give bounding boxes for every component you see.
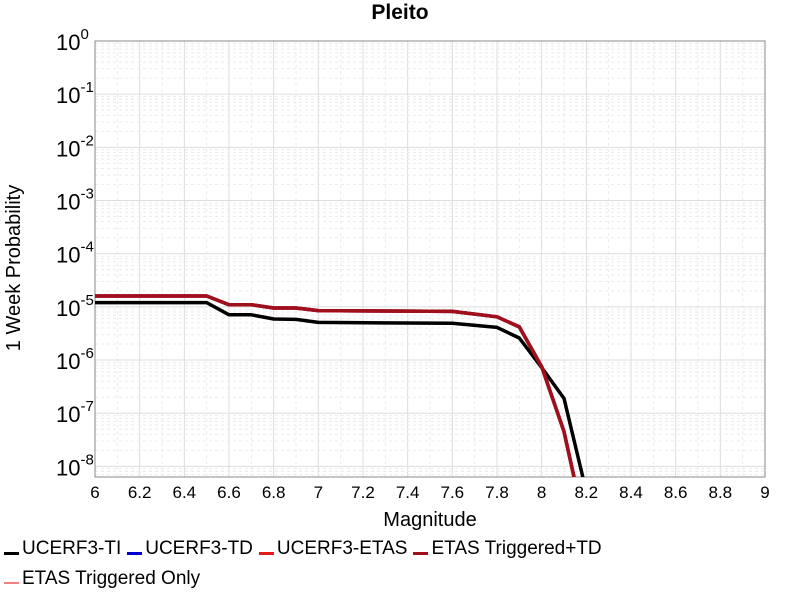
x-tick-label: 8.4 [619,483,643,502]
y-tick-label: 10-5 [56,292,94,321]
y-axis-label: 1 Week Probability [3,185,25,351]
x-tick-label: 7.6 [441,483,465,502]
legend-item-ucerf3-td: UCERF3-TD [127,538,253,560]
x-tick-label: 6.2 [128,483,152,502]
y-tick-label: 100 [56,26,89,55]
plot-area [94,40,766,478]
legend-label: ETAS Triggered+TD [431,538,602,559]
legend-label: UCERF3-TD [145,538,253,559]
x-axis-ticks: 6 6.2 6.4 6.6 6.8 7 7.2 7.4 7.6 7.8 8 8.2 8.4 8.6 8.8 9 [90,483,769,502]
legend-item-etas-triggered-td: ETAS Triggered+TD [413,538,602,560]
x-tick-label: 7 [314,483,323,502]
x-tick-label: 7.2 [351,483,375,502]
legend-label: UCERF3-TI [22,538,122,559]
legend-item-ucerf3-ti: UCERF3-TI [4,538,121,560]
y-tick-label: 10-1 [56,79,94,108]
legend-swatch [4,551,19,555]
series-line-ucerf3-ti [95,300,585,477]
legend-label: ETAS Triggered Only [22,568,201,589]
y-tick-label: 10-7 [56,398,94,427]
legend-row-2: ETAS Triggered Only [4,568,200,590]
chart-svg: Pleito 6 6.2 6.4 6.6 6.8 7 7.2 7.4 7.6 7.8 8 8.2 8.4… [3,1,770,531]
legend-swatch [413,551,429,555]
x-tick-label: 9 [760,483,769,502]
legend-swatch [127,551,143,555]
x-tick-label: 7.4 [396,483,420,502]
x-tick-label: 6.8 [262,483,286,502]
y-axis-ticks: 100 10-1 10-2 10-3 10-4 10-5 10-6 10-7 10-8 [56,26,94,480]
x-axis-label: Magnitude [383,509,476,531]
legend-label: UCERF3-ETAS [276,538,408,559]
x-tick-label: 7.8 [485,483,509,502]
legend-swatch [258,551,274,555]
y-tick-label: 10-3 [56,186,94,215]
legend-item-ucerf3-etas: UCERF3-ETAS [258,538,408,560]
y-tick-label: 10-4 [56,239,94,268]
y-tick-label: 10-8 [56,451,94,480]
x-tick-label: 8.8 [709,483,733,502]
legend-swatch [4,582,19,584]
y-tick-label: 10-6 [56,345,94,374]
series-line-etas-triggered-td [95,294,576,477]
x-tick-label: 8.2 [575,483,599,502]
y-tick-label: 10-2 [56,132,94,161]
legend-item-etas-triggered-only: ETAS Triggered Only [4,568,200,590]
x-tick-label: 6.6 [217,483,241,502]
grid [94,40,766,477]
x-tick-label: 6 [90,483,99,502]
x-tick-label: 6.4 [173,483,197,502]
series-lines [95,294,585,477]
legend-row-1: UCERF3-TI UCERF3-TD UCERF3-ETAS ETAS Tri… [4,538,602,560]
x-tick-label: 8.6 [664,483,688,502]
legend: UCERF3-TI UCERF3-TD UCERF3-ETAS ETAS Tri… [0,538,800,598]
chart-title: Pleito [371,1,428,24]
x-tick-label: 8 [537,483,546,502]
